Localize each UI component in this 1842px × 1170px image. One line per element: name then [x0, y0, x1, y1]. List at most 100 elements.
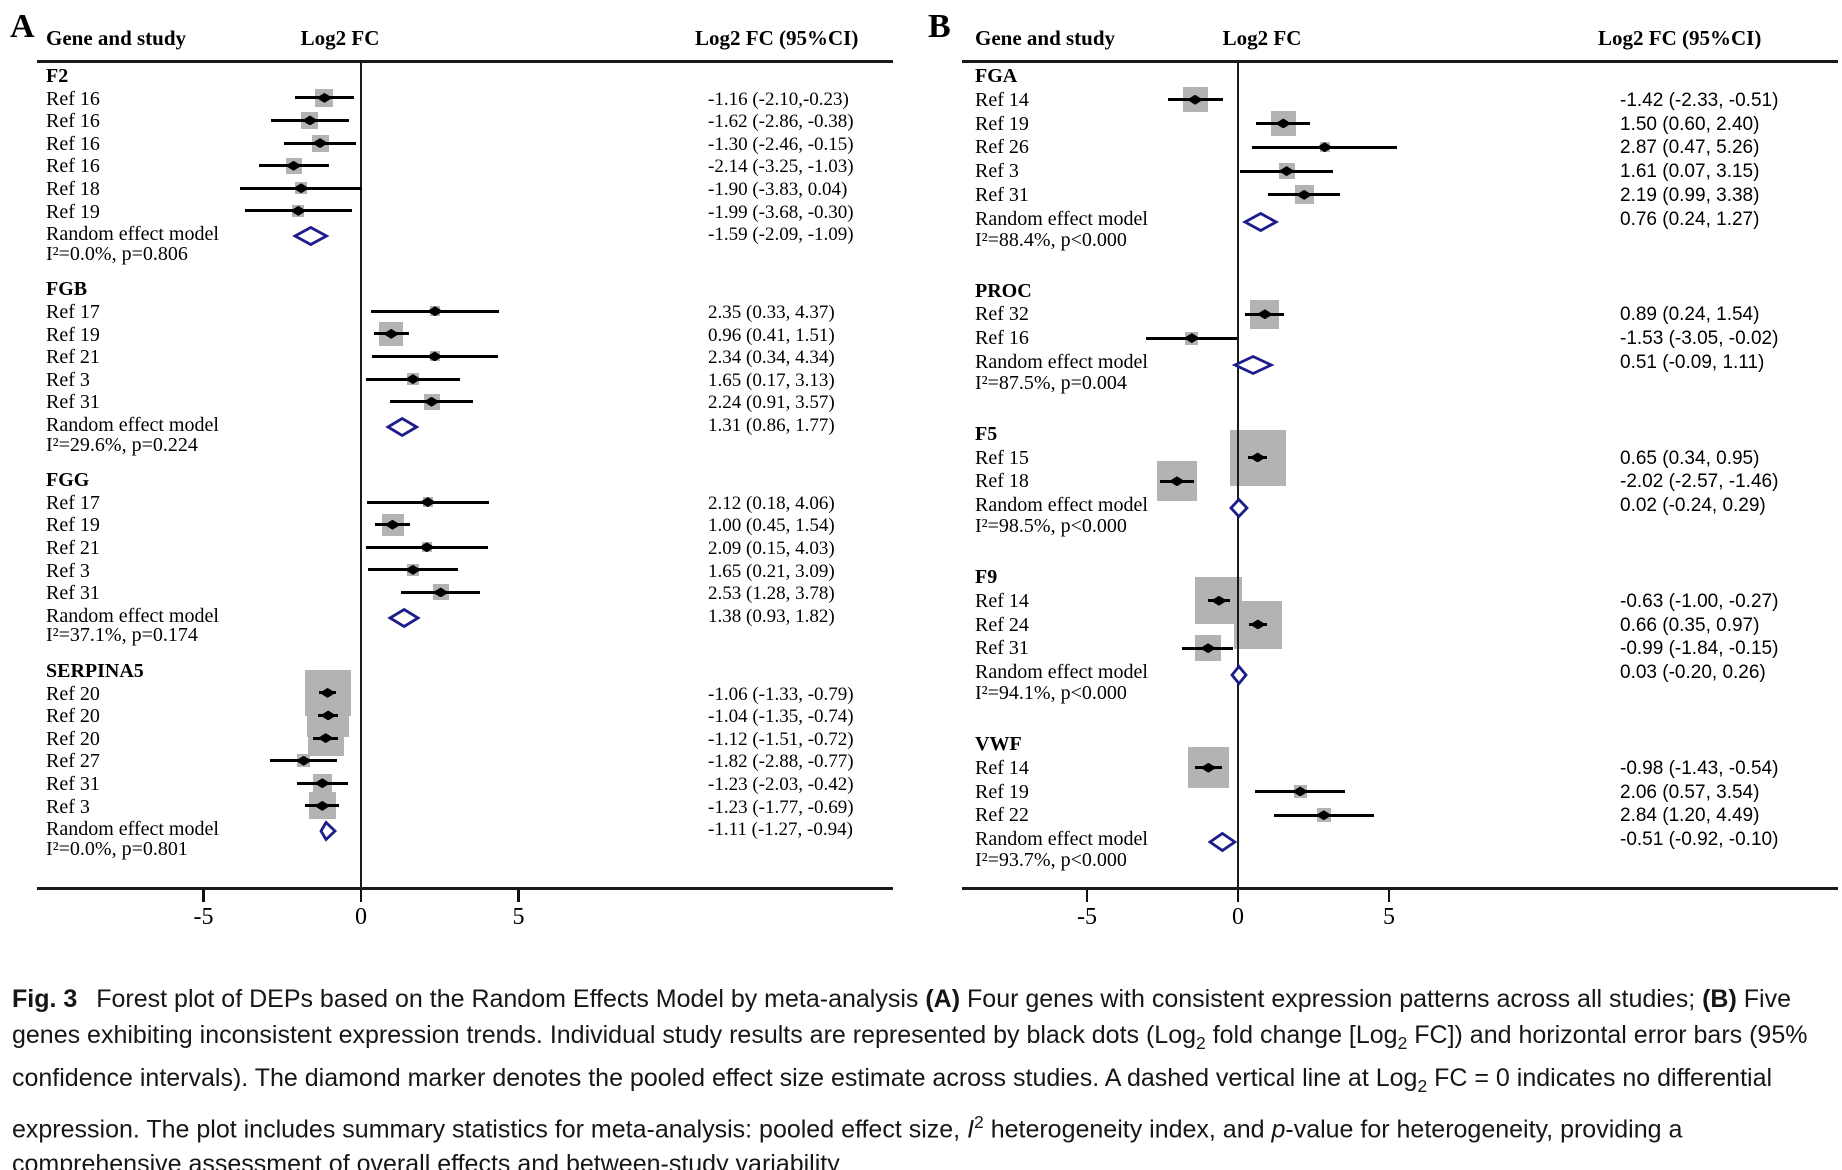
study-row: Ref 16 -1.53 (-3.05, -0.02) [0, 326, 1842, 350]
study-row: Ref 14 -1.42 (-2.33, -0.51) [0, 87, 1842, 113]
col-header-log2fc-b: Log2 FC [1222, 26, 1302, 50]
heterogeneity-row: I²=94.1%, p<0.000 [0, 682, 1842, 708]
summary-row: Random effect model 0.02 (-0.24, 0.29) [0, 493, 1842, 519]
study-row: Ref 3 1.61 (0.07, 3.15) [0, 159, 1842, 183]
caption-segment: 2 [974, 1111, 984, 1132]
study-row: Ref 14 -0.63 (-1.00, -0.27) [0, 577, 1842, 625]
study-label: Ref 20 [46, 705, 100, 728]
gene-header-row: F5 [0, 422, 1842, 446]
ci-value: -2.02 (-2.57, -1.46) [1620, 471, 1779, 493]
study-row: Ref 18 -2.02 (-2.57, -1.46) [0, 461, 1842, 502]
ci-value: -2.14 (-3.25, -1.03) [708, 156, 854, 178]
summary-ci-value: -1.59 (-2.09, -1.09) [708, 224, 854, 246]
heterogeneity-row: I²=29.6%, p=0.224 [0, 433, 1842, 459]
effect-point-marker [404, 564, 421, 575]
effect-point-marker [316, 92, 333, 103]
effect-point-marker [314, 778, 331, 789]
study-row: Ref 31 -0.99 (-1.84, -0.15) [0, 635, 1842, 662]
caption-segment: (A) [925, 985, 961, 1013]
pooled-effect-diamond [1232, 354, 1275, 375]
ci-value: 1.50 (0.60, 2.40) [1620, 113, 1760, 135]
study-label: Ref 3 [975, 160, 1019, 183]
caption-segment: 2 [1196, 1032, 1206, 1053]
study-row: Ref 22 2.84 (1.20, 4.49) [0, 803, 1842, 827]
study-label: Ref 17 [46, 301, 100, 323]
heterogeneity-stats: I²=98.5%, p<0.000 [975, 515, 1127, 537]
caption-segment: Fig. 3 [12, 985, 78, 1013]
gene-header-row: SERPINA5 [0, 659, 1842, 682]
effect-point-marker [1210, 595, 1227, 606]
heterogeneity-stats: I²=94.1%, p<0.000 [975, 682, 1127, 704]
study-row: Ref 32 0.89 (0.24, 1.54) [0, 299, 1842, 329]
ci-value: -1.99 (-3.68, -0.30) [708, 201, 854, 223]
study-row: Ref 3 1.65 (0.17, 3.13) [0, 368, 1842, 391]
gene-name: F2 [46, 65, 69, 87]
summary-ci-value: 1.38 (0.93, 1.82) [708, 605, 835, 627]
effect-point-marker [1296, 189, 1313, 200]
heterogeneity-row: I²=87.5%, p=0.004 [0, 372, 1842, 398]
ci-value: -1.90 (-3.83, 0.04) [708, 179, 848, 200]
effect-point-marker [1275, 118, 1292, 129]
effect-point-marker [1249, 452, 1266, 463]
summary-row: Random effect model 1.31 (0.86, 1.77) [0, 413, 1842, 438]
caption-segment: p [1271, 1114, 1286, 1143]
axis-line-b [962, 887, 1838, 890]
ci-value: -1.23 (-2.03, -0.42) [708, 774, 854, 795]
effect-point-marker [1292, 786, 1309, 797]
gene-header-row: FGG [0, 468, 1842, 491]
effect-point-marker [1316, 142, 1333, 153]
effect-point-marker [432, 587, 449, 598]
effect-point-marker [1187, 94, 1204, 105]
study-label: Ref 19 [975, 112, 1029, 135]
axis-tick [1387, 890, 1391, 902]
heterogeneity-stats: I²=29.6%, p=0.224 [46, 433, 198, 456]
axis-tick [202, 890, 205, 902]
study-row: Ref 31 -1.23 (-2.03, -0.42) [0, 772, 1842, 795]
study-label: Ref 31 [975, 637, 1029, 660]
study-label: Ref 19 [46, 200, 100, 223]
summary-label: Random effect model [975, 828, 1148, 851]
axis-tick-label: -5 [1077, 904, 1097, 930]
zero-reference-line [1236, 62, 1240, 890]
summary-label: Random effect model [46, 223, 219, 246]
study-row: Ref 19 1.00 (0.45, 1.54) [0, 513, 1842, 536]
heterogeneity-row: I²=98.5%, p<0.000 [0, 515, 1842, 541]
ci-value: 0.66 (0.35, 0.97) [1620, 614, 1760, 636]
study-row: Ref 18 -1.90 (-3.83, 0.04) [0, 177, 1842, 200]
summary-ci-value: -1.11 (-1.27, -0.94) [708, 819, 853, 841]
effect-point-marker [320, 710, 337, 721]
zero-reference-line [359, 62, 363, 890]
axis-tick-label: -5 [193, 904, 214, 930]
ci-value: -1.23 (-1.77, -0.69) [708, 796, 854, 818]
ci-value: 2.12 (0.18, 4.06) [708, 492, 835, 514]
summary-row: Random effect model 0.76 (0.24, 1.27) [0, 207, 1842, 232]
study-label: Ref 18 [46, 178, 100, 200]
study-row: Ref 3 1.65 (0.21, 3.09) [0, 559, 1842, 582]
study-label: Ref 26 [975, 136, 1029, 159]
study-label: Ref 31 [46, 773, 100, 795]
col-header-gene-study-a: Gene and study [46, 26, 187, 50]
effect-point-marker [290, 205, 307, 216]
effect-point-marker [1315, 810, 1332, 821]
caption-segment: heterogeneity index, and [983, 1114, 1272, 1143]
summary-row: Random effect model -1.11 (-1.27, -0.94) [0, 817, 1842, 843]
panel-b-plot: -5 0 5 FGA Ref 14 -1.42 (-2.33, -0.51) Ref 19 1… [0, 62, 1842, 930]
caption-segment: Five genes exhibiting inconsistent expre… [12, 985, 1792, 1049]
study-row: Ref 15 0.65 (0.34, 0.95) [0, 429, 1842, 486]
study-row: Ref 31 2.19 (0.99, 3.38) [0, 183, 1842, 207]
ci-value: 2.06 (0.57, 3.54) [1620, 781, 1760, 803]
ci-value: -1.06 (-1.33, -0.79) [708, 683, 854, 705]
ci-value: -1.16 (-2.10,-0.23) [708, 88, 849, 110]
study-label: Ref 3 [46, 795, 90, 818]
gene-name: F5 [975, 422, 998, 445]
summary-ci-value: -0.51 (-0.92, -0.10) [1620, 829, 1779, 851]
ci-value: 1.65 (0.17, 3.13) [708, 369, 835, 391]
caption-segment: 2 [1417, 1076, 1428, 1096]
effect-point-marker [312, 138, 329, 149]
heterogeneity-row: I²=0.0%, p=0.801 [0, 838, 1842, 863]
ci-value: 0.89 (0.24, 1.54) [1620, 304, 1760, 326]
effect-point-marker [1249, 619, 1266, 630]
effect-point-marker [423, 396, 440, 407]
study-label: Ref 14 [975, 88, 1029, 111]
study-row: Ref 19 2.06 (0.57, 3.54) [0, 780, 1842, 804]
